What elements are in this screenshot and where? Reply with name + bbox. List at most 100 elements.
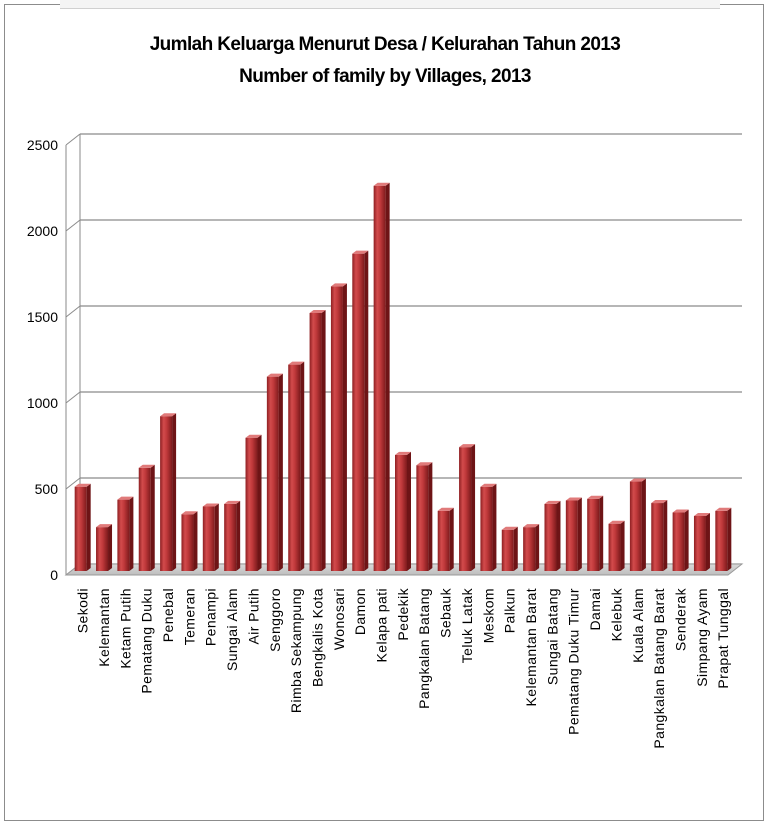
x-tick-label: Bengkalis Kota <box>309 588 325 687</box>
bar <box>629 478 646 571</box>
x-tick-label: Wonosari <box>331 588 347 650</box>
x-tick-label: Kelapa pati <box>374 588 390 662</box>
bar-side <box>364 250 369 571</box>
bar-top <box>416 462 433 466</box>
x-tick-label: Sungai Batang <box>544 588 560 685</box>
bar-top <box>544 500 561 504</box>
bar-side <box>705 512 710 571</box>
bar-front <box>715 510 728 571</box>
bar-top <box>181 511 198 515</box>
bar-front <box>672 512 685 571</box>
x-tick-label: Air Putih <box>245 588 261 645</box>
bar <box>416 462 433 571</box>
y-tick-labels: 0 500 1000 1500 2000 2500 <box>27 137 58 583</box>
y-tick-label: 1500 <box>27 309 58 325</box>
bar-front <box>160 416 173 571</box>
x-tick-label: Senderak <box>673 587 689 651</box>
bar-side <box>599 495 604 571</box>
bar-front <box>181 514 194 571</box>
grid-line-depth <box>65 133 81 146</box>
bar-side <box>342 283 347 571</box>
bar-side <box>641 478 646 571</box>
bar-front <box>544 503 557 571</box>
bar-front <box>480 486 493 571</box>
bar-front <box>629 481 642 571</box>
y-tick-label: 2000 <box>27 223 58 239</box>
x-tick-label: Teluk Latak <box>459 587 475 663</box>
bar <box>672 509 689 571</box>
x-tick-label: Pangkalan Batang Barat <box>651 588 667 749</box>
x-tick-label: Simpang Ayam <box>694 588 710 687</box>
bar-front <box>138 467 151 571</box>
x-tick-label: Damon <box>352 588 368 635</box>
x-tick-label: Prapat Tunggal <box>715 588 731 689</box>
bar-side <box>556 500 561 571</box>
x-tick-label: Temeran <box>181 588 197 645</box>
bar-side <box>385 182 390 571</box>
bar <box>459 444 476 571</box>
x-tick-label: Ketam Putih <box>117 588 133 669</box>
bar-side <box>129 496 134 571</box>
bar <box>651 500 668 571</box>
bar-front <box>373 185 386 571</box>
bar-top <box>587 495 604 499</box>
bar <box>224 500 241 571</box>
bar <box>117 496 134 571</box>
x-tick-label: Sekodi <box>75 588 91 633</box>
bar <box>245 434 262 571</box>
x-tick-label: Penebal <box>160 588 176 642</box>
bar-side <box>150 464 155 571</box>
bar <box>138 464 155 571</box>
bar-side <box>513 526 518 571</box>
bar-front <box>608 523 621 571</box>
bar-side <box>449 507 454 571</box>
top-strip <box>60 0 720 9</box>
bar-top <box>629 478 646 482</box>
grid-line-depth <box>65 305 81 318</box>
bar-side <box>236 500 241 571</box>
bar-front <box>330 286 343 571</box>
bar-side <box>278 373 283 571</box>
x-tick-label: Palkun <box>502 588 518 633</box>
bar-top <box>501 526 518 530</box>
bar <box>309 310 326 571</box>
bar <box>693 512 710 571</box>
bar-side <box>407 451 411 571</box>
bar-front <box>501 529 514 571</box>
bar-side <box>428 462 433 571</box>
bar-front <box>202 506 215 571</box>
bar-side <box>663 500 668 571</box>
bar <box>480 483 497 571</box>
bar <box>437 507 454 571</box>
bar-top <box>330 283 347 287</box>
x-tick-label: Pematang Duku Timur <box>566 588 582 735</box>
x-tick-label: Kelemantan Barat <box>523 588 539 706</box>
bar-front <box>587 498 600 571</box>
bar-side <box>193 511 198 571</box>
bar-top <box>715 507 732 511</box>
bar-top <box>309 310 326 313</box>
bar <box>523 524 540 571</box>
grid-line-depth <box>65 477 81 490</box>
bar-top <box>202 503 219 507</box>
x-category-labels: Sekodi Kelemantan Ketam Putih Pematang Duku… <box>75 587 732 748</box>
bar-side <box>172 413 177 571</box>
bar <box>587 495 604 571</box>
bar <box>160 413 177 571</box>
bar <box>373 182 390 571</box>
bar-front <box>96 527 109 571</box>
bar-top <box>245 434 262 438</box>
bar-top <box>96 524 113 528</box>
grid-line-depth <box>65 391 81 404</box>
bar-top <box>523 524 540 528</box>
bar-front <box>224 503 237 571</box>
bar-front <box>416 465 429 571</box>
x-tick-label: Sungai Alam <box>224 588 240 671</box>
bar-front <box>288 364 301 571</box>
x-tick-label: Pangkalan Batang <box>416 588 432 709</box>
bar-side <box>577 497 582 571</box>
bar-front <box>245 437 258 571</box>
bar <box>74 483 91 571</box>
bar-side <box>727 507 732 571</box>
